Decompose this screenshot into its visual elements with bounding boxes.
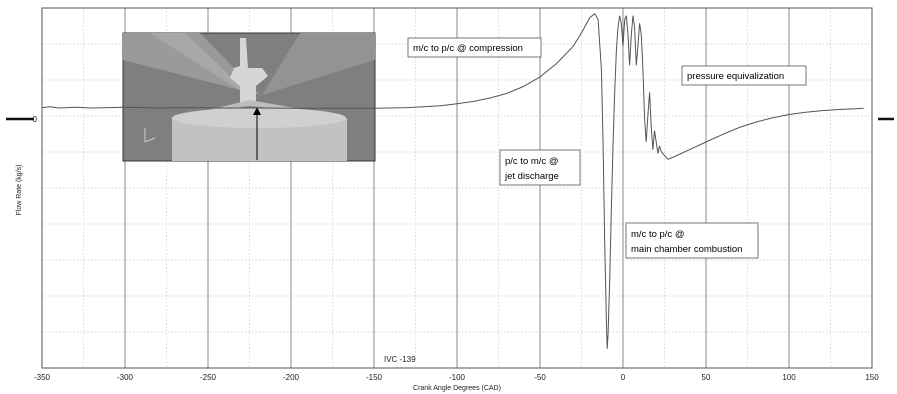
annotation-compression-text: m/c to p/c @ compression xyxy=(413,43,523,54)
x-tick-label: -300 xyxy=(117,373,134,382)
x-tick-label: -200 xyxy=(283,373,300,382)
x-tick-labels: -350 -300 -250 -200 -150 -100 -50 0 50 100 150 xyxy=(34,373,879,382)
annotation-combustion-text-1: m/c to p/c @ xyxy=(631,229,684,240)
annotation-pressure-text: pressure equivalization xyxy=(687,71,784,82)
plot-frame xyxy=(41,7,873,369)
x-axis-label: Crank Angle Degrees (CAD) xyxy=(413,385,501,392)
annotation-jet-text-1: p/c to m/c @ xyxy=(505,156,558,167)
x-tick-label: 50 xyxy=(702,373,711,382)
x-tick-label: 100 xyxy=(782,373,796,382)
x-tick-label: -250 xyxy=(200,373,217,382)
y-axis-label: Flow Rate (kg/s) xyxy=(16,165,23,216)
flow-rate-series-line xyxy=(41,12,864,349)
x-tick-label: -150 xyxy=(366,373,383,382)
annotation-jet-text-2: jet discharge xyxy=(504,171,559,182)
x-tick-label: 150 xyxy=(865,373,879,382)
annotation-pressure-equivalization: pressure equivalization xyxy=(681,65,807,86)
annotation-main-combustion: m/c to p/c @ main chamber combustion xyxy=(625,222,759,259)
x-tick-label: -350 xyxy=(34,373,51,382)
annotation-jet-discharge: p/c to m/c @ jet discharge xyxy=(499,149,581,186)
annotation-compression: m/c to p/c @ compression xyxy=(407,37,542,58)
x-tick-label: -100 xyxy=(449,373,466,382)
x-tick-label: -50 xyxy=(534,373,546,382)
geometry-inset-image xyxy=(122,32,376,162)
x-tick-label: 0 xyxy=(621,373,626,382)
ivc-marker-label: IVC -139 xyxy=(384,355,416,364)
y-tick-label-0: 0 xyxy=(33,115,38,124)
annotation-combustion-text-2: main chamber combustion xyxy=(631,244,742,255)
